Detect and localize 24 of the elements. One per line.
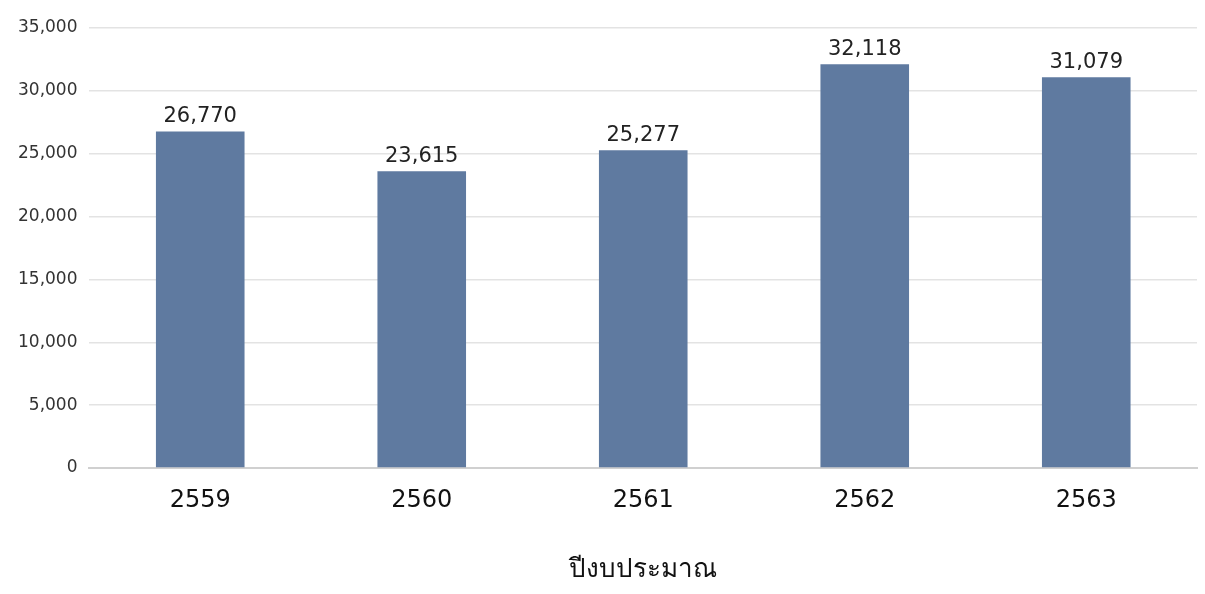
- y-tick-label: 20,000: [18, 204, 78, 225]
- x-tick-label: 2561: [612, 484, 674, 513]
- x-tick-label: 2559: [169, 484, 231, 513]
- bar: [155, 131, 245, 468]
- bar: [820, 64, 910, 468]
- y-tick-label: 15,000: [18, 267, 78, 288]
- y-tick-label: 0: [66, 456, 78, 477]
- data-label: 26,770: [163, 103, 237, 128]
- y-tick-label: 5,000: [28, 393, 78, 414]
- y-tick-label: 25,000: [18, 142, 78, 163]
- data-label: 25,277: [606, 122, 680, 147]
- y-tick-label: 30,000: [18, 79, 78, 100]
- x-tick-label: 2562: [834, 484, 896, 513]
- data-label: 32,118: [828, 36, 902, 61]
- y-tick-label: 35,000: [18, 16, 78, 37]
- data-label: 31,079: [1049, 49, 1123, 74]
- data-label: 23,615: [385, 143, 459, 168]
- x-axis-title: ปีงบประมาณ: [568, 553, 718, 584]
- bar: [377, 171, 467, 468]
- x-tick-label: 2563: [1055, 484, 1117, 513]
- y-tick-label: 10,000: [18, 330, 78, 351]
- x-tick-label: 2560: [391, 484, 453, 513]
- bar: [1041, 77, 1131, 468]
- bar: [598, 150, 688, 468]
